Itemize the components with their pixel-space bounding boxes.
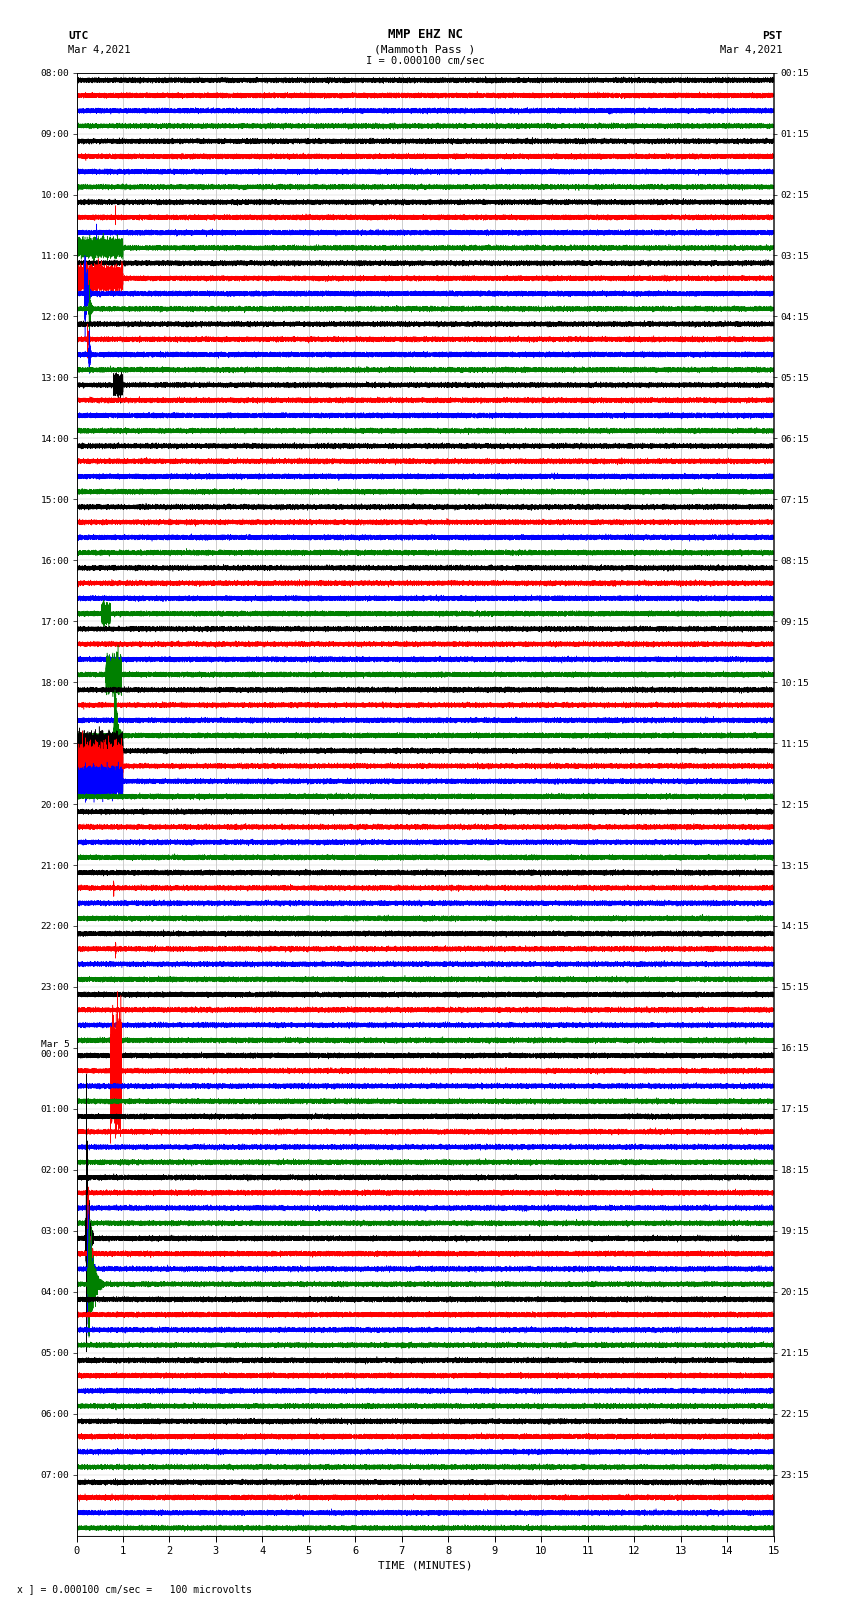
Text: x ] = 0.000100 cm/sec =   100 microvolts: x ] = 0.000100 cm/sec = 100 microvolts: [17, 1584, 252, 1594]
X-axis label: TIME (MINUTES): TIME (MINUTES): [377, 1560, 473, 1569]
Text: (Mammoth Pass ): (Mammoth Pass ): [374, 45, 476, 55]
Text: UTC: UTC: [68, 31, 88, 40]
Text: Mar 4,2021: Mar 4,2021: [719, 45, 782, 55]
Text: PST: PST: [762, 31, 782, 40]
Text: I = 0.000100 cm/sec: I = 0.000100 cm/sec: [366, 56, 484, 66]
Text: MMP EHZ NC: MMP EHZ NC: [388, 27, 462, 40]
Text: Mar 4,2021: Mar 4,2021: [68, 45, 131, 55]
